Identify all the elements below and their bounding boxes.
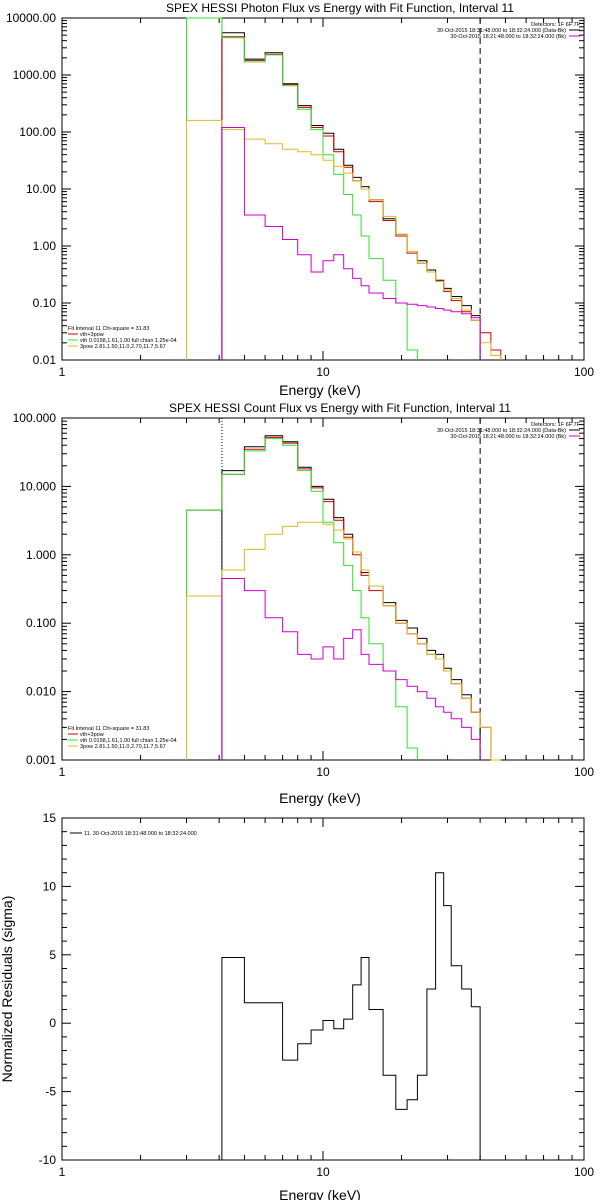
y-tick-label: 1.000 — [26, 548, 56, 562]
legend-entry-text: Fit Interval 11 Chi-square = 31.83 — [68, 326, 149, 332]
legend-entry-text: Detectors: 1F 6F 7F — [531, 422, 581, 428]
x-tick-label: 10 — [316, 765, 330, 779]
legend-entry-text: vth+3pow — [80, 332, 104, 338]
x-tick-label: 10 — [316, 365, 330, 379]
count-flux-panel: SPEX HESSI Count Flux vs Energy with Fit… — [13, 401, 595, 806]
series-3pow — [186, 119, 502, 360]
count-ticks: 1 10 100 0.001 0.010 0.100 1.000 10.000 100.000 — [13, 411, 595, 779]
y-tick-label: 10000.00 — [6, 11, 56, 25]
y-tick-label: 100.00 — [19, 125, 56, 139]
y-tick-label: 10 — [43, 879, 57, 893]
y-tick-label: 0.01 — [33, 353, 57, 367]
series-bk — [221, 127, 481, 360]
count-series — [186, 418, 501, 761]
y-tick-label: -5 — [45, 1085, 56, 1099]
residuals-legend: 11. 30-Oct-2015 18:31:48.000 to 18:32:24… — [70, 831, 197, 837]
x-tick-label: 100 — [574, 365, 594, 379]
residuals-panel: 1 10 100 -10 -5 0 5 10 15 Energy (keV) Normalize… — [0, 811, 594, 1200]
y-tick-label: 0 — [49, 1016, 56, 1030]
legend-entry-text: 30-Oct-2015 18:31:48.000 to 18:32:24.000… — [437, 28, 566, 34]
y-tick-label: 10.00 — [26, 182, 56, 196]
count-x-axis-label: Energy (keV) — [279, 790, 361, 806]
y-tick-label: 1.00 — [33, 239, 57, 253]
y-tick-label: 15 — [43, 811, 57, 825]
legend-entry-text: vth 0.0158,1.61,1.00 full chian 1.25e-04 — [80, 338, 177, 344]
y-tick-label: 0.100 — [26, 616, 56, 630]
series-vth — [186, 17, 418, 360]
series-vth+3pow — [186, 436, 501, 761]
photon-x-axis-label: Energy (keV) — [279, 382, 361, 398]
residuals-series — [221, 872, 481, 1160]
series-residuals — [221, 872, 481, 1160]
x-tick-label: 100 — [574, 1165, 594, 1179]
count-title: SPEX HESSI Count Flux vs Energy with Fit… — [169, 401, 511, 415]
series-bk — [221, 578, 481, 760]
y-tick-label: 0.10 — [33, 296, 57, 310]
residuals-plot-frame — [61, 817, 585, 1161]
y-tick-label: 1000.00 — [13, 68, 57, 82]
photon-title: SPEX HESSI Photon Flux vs Energy with Fi… — [166, 1, 514, 15]
photon-flux-panel: SPEX HESSI Photon Flux vs Energy with Fi… — [6, 1, 594, 398]
residuals-ticks: 1 10 100 -10 -5 0 5 10 15 — [39, 811, 595, 1179]
legend-entry-text: Fit Interval 11 Chi-square = 31.83 — [68, 726, 149, 732]
count-plot-frame — [61, 417, 585, 761]
legend-entry-text: vth+3pow — [80, 732, 104, 738]
x-tick-label: 1 — [59, 365, 66, 379]
x-tick-label: 1 — [59, 1165, 66, 1179]
photon-legend-bottom-left: Fit Interval 11 Chi-square = 31.83vth+3p… — [68, 326, 177, 350]
series-data — [221, 32, 481, 360]
residuals-x-axis-label: Energy (keV) — [279, 1187, 361, 1200]
count-legend-bottom-left: Fit Interval 11 Chi-square = 31.83vth+3p… — [68, 726, 177, 750]
photon-series — [186, 17, 502, 360]
photon-plot-frame — [61, 17, 585, 361]
y-tick-label: 100.000 — [13, 411, 57, 425]
legend-entry-text: 30-Oct-2015 18:21:48.000 to 18:32:24.000… — [450, 434, 566, 440]
legend-entry-text: 11. 30-Oct-2015 18:31:48.000 to 18:32:24… — [84, 831, 197, 837]
series-data — [221, 435, 481, 760]
legend-entry-text: 30-Oct-2015 18:31:48.000 to 18:32:24.000… — [437, 428, 566, 434]
legend-entry-text: 3pow 2.81,1.50,11.0,2.70,11.7,5.67 — [80, 344, 166, 350]
residuals-y-axis-label: Normalized Residuals (sigma) — [0, 896, 15, 1083]
x-tick-label: 100 — [574, 765, 594, 779]
legend-entry-text: 30-Oct-2015 18:21:48.000 to 18:32:24.000… — [450, 34, 566, 40]
series-3pow — [186, 521, 501, 761]
photon-ticks: 1 10 100 0.01 0.10 1.00 10.00 100.00 1000.00 1000… — [6, 11, 594, 379]
legend-entry-text: Detectors: 1F 6F 7F — [531, 22, 581, 28]
legend-entry-text: 3pow 2.81,1.50,11.0,2.70,11.7,5.67 — [80, 744, 166, 750]
legend-entry-text: vth 0.0158,1.61,1.00 full chian 1.25e-04 — [80, 738, 177, 744]
y-tick-label: 0.001 — [26, 753, 56, 767]
y-tick-label: 5 — [49, 948, 56, 962]
x-tick-label: 1 — [59, 765, 66, 779]
y-tick-label: 0.010 — [26, 685, 56, 699]
x-tick-label: 10 — [316, 1165, 330, 1179]
y-tick-label: 10.000 — [19, 479, 56, 493]
y-tick-label: -10 — [39, 1153, 57, 1167]
